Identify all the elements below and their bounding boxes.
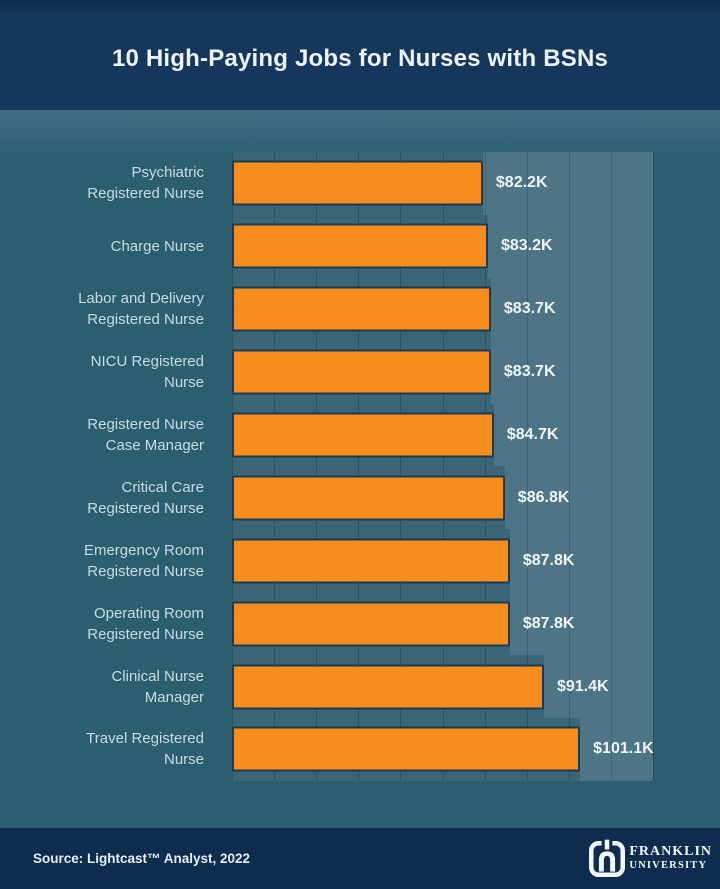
chart-row: Clinical Nurse Manager $91.4K	[0, 655, 720, 719]
value-label: $91.4K	[556, 677, 609, 695]
category-label: NICU Registered Nurse	[90, 353, 204, 392]
bar	[232, 475, 505, 521]
value-label: $87.8K	[522, 551, 575, 569]
value-label: $83.2K	[500, 237, 553, 255]
franklin-university-logo: FRANKLIN UNIVERSITY	[589, 838, 712, 879]
chart-area: Psychiatric Registered Nurse $82.2K Charge…	[0, 110, 720, 828]
bar-track-remainder	[509, 529, 653, 593]
header: 10 High-Paying Jobs for Nurses with BSNs	[0, 0, 720, 110]
gridline	[610, 152, 612, 781]
bar	[232, 160, 483, 206]
chart-title: 10 High-Paying Jobs for Nurses with BSNs	[111, 45, 609, 72]
gridline	[442, 152, 444, 781]
bar	[232, 223, 488, 269]
category-label: Operating Room Registered Nurse	[87, 604, 204, 643]
row-plot: $91.4K	[232, 655, 653, 719]
gridline	[484, 152, 486, 781]
category-label: Registered Nurse Case Manager	[87, 416, 204, 454]
value-label: $82.2K	[495, 174, 548, 192]
value-label: $83.7K	[503, 363, 556, 381]
bar-track-remainder	[580, 718, 653, 781]
gridline	[232, 152, 233, 781]
chart-row: NICU Registered Nurse $83.7K	[0, 340, 720, 404]
chart-row: Registered Nurse Case Manager $84.7K	[0, 403, 720, 467]
category-label: Emergency Room Registered Nurse	[83, 541, 204, 580]
row-plot: $84.7K	[232, 403, 653, 467]
row-plot: $87.8K	[232, 592, 653, 656]
bar-track-remainder	[504, 466, 653, 530]
gridline	[400, 152, 402, 781]
chart-row: Operating Room Registered Nurse $87.8K	[0, 592, 720, 656]
chart-row: Psychiatric Registered Nurse $82.2K	[0, 152, 720, 215]
logo-text: FRANKLIN UNIVERSITY	[629, 845, 712, 872]
chart-row: Critical Care Registered Nurse $86.8K	[0, 466, 720, 530]
chart-row: Charge Nurse $83.2K	[0, 214, 720, 278]
value-label: $84.7K	[506, 426, 559, 443]
row-plot: $83.7K	[232, 340, 653, 404]
gridline	[526, 152, 528, 781]
value-label: $87.8K	[522, 614, 575, 632]
category-label: Labor and Delivery Registered Nurse	[78, 290, 204, 329]
category-label: Travel Registered Nurse	[86, 730, 204, 769]
gridline	[568, 152, 570, 781]
chart-row: Travel Registered Nurse $101.1K	[0, 718, 720, 781]
value-label: $101.1K	[593, 740, 654, 758]
footer: Source: Lightcast™ Analyst, 2022 FRANKLI…	[0, 828, 720, 889]
bar	[232, 664, 544, 710]
logo-line2: UNIVERSITY	[629, 860, 708, 872]
arch-icon	[589, 838, 626, 877]
source-text: Source: Lightcast™ Analyst, 2022	[33, 851, 251, 866]
category-label: Clinical Nurse Manager	[111, 667, 204, 706]
gridline	[274, 152, 276, 781]
logo-line1: FRANKLIN	[629, 844, 712, 860]
bar	[232, 349, 491, 395]
category-label: Psychiatric Registered Nurse	[87, 164, 204, 203]
row-plot: $83.2K	[232, 214, 653, 278]
gridline	[653, 152, 654, 781]
row-plot: $87.8K	[232, 529, 653, 593]
chart-row: Emergency Room Registered Nurse $87.8K	[0, 529, 720, 593]
bar-track-remainder	[509, 592, 653, 656]
bar-track-remainder	[490, 277, 653, 341]
bar-track-remainder	[487, 214, 653, 278]
row-plot: $82.2K	[232, 152, 653, 215]
gridline	[358, 152, 360, 781]
row-plot: $86.8K	[232, 466, 653, 530]
value-label: $83.7K	[503, 300, 556, 318]
bar-rows: Psychiatric Registered Nurse $82.2K Charge…	[0, 152, 720, 781]
gridline	[316, 152, 318, 781]
bar	[232, 286, 491, 332]
bar	[232, 538, 510, 584]
bar-track-remainder	[493, 403, 653, 467]
category-label: Critical Care Registered Nurse	[87, 478, 204, 517]
chart-row: Labor and Delivery Registered Nurse $83.7…	[0, 277, 720, 341]
bar-track-remainder	[490, 340, 653, 404]
bar	[232, 726, 581, 772]
bar-track-remainder	[482, 152, 653, 215]
bar-track-remainder	[543, 655, 653, 719]
value-label: $86.8K	[517, 488, 570, 506]
row-plot: $101.1K	[232, 718, 654, 781]
bar	[232, 412, 494, 458]
category-label: Charge Nurse	[110, 237, 204, 255]
row-plot: $83.7K	[232, 277, 653, 341]
bar	[232, 601, 510, 647]
